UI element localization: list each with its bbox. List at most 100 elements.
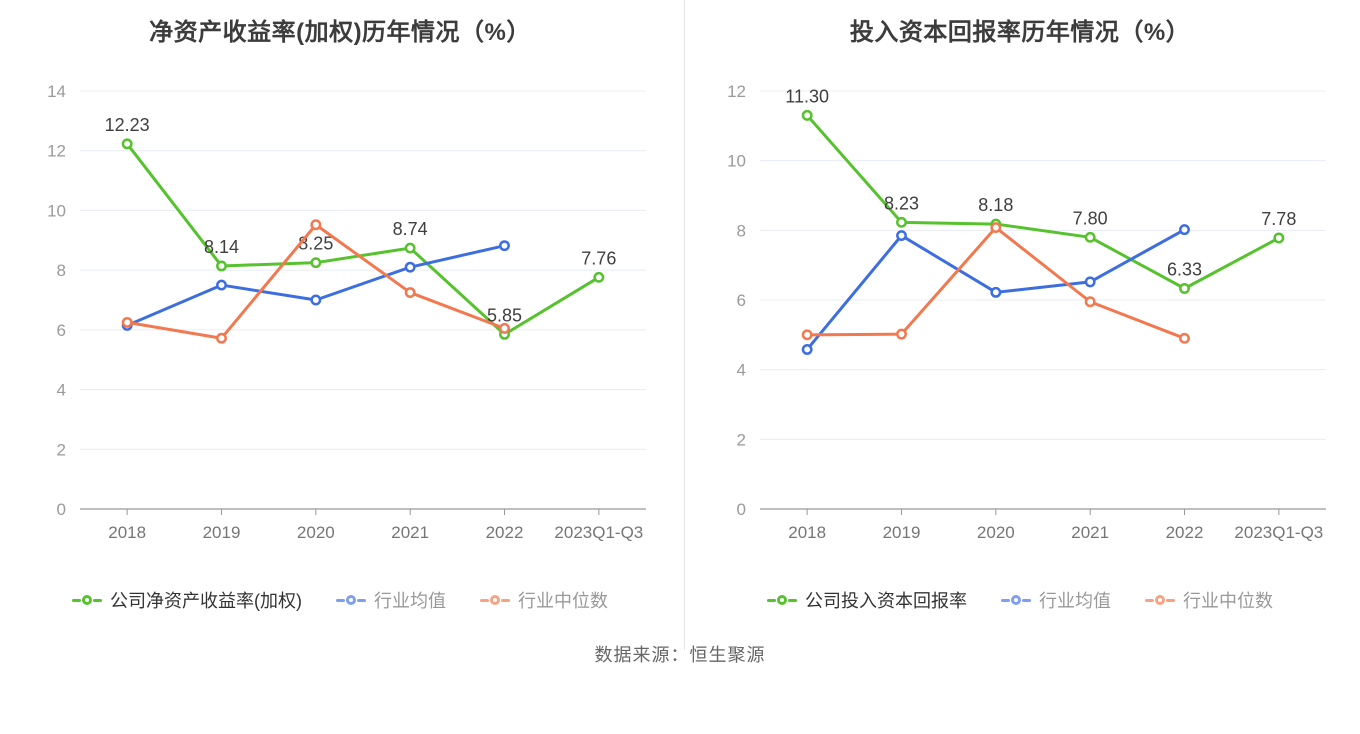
y-tick-label: 0	[57, 500, 66, 519]
x-tick-label: 2018	[788, 523, 826, 542]
legend-label: 行业均值	[374, 591, 446, 611]
roe-line-chart: 0 2 4 6 8 10 12 14 2018 2019 2020 2021 2022 2023Q1-Q3…	[47, 82, 646, 542]
legend-item-industry-median[interactable]: 行业中位数	[1145, 587, 1273, 613]
data-point	[404, 261, 416, 273]
data-point	[121, 138, 133, 150]
legend-label: 行业中位数	[518, 591, 608, 611]
roe-chart-panel: 净资产收益率(加权)历年情况（%） 0 2 4 6 8 10 12 14 2018 2019 202…	[0, 0, 680, 615]
panel-divider	[684, 0, 685, 650]
y-tick-label: 10	[727, 152, 746, 171]
x-tick-label: 2019	[883, 523, 921, 542]
series-line-0	[805, 113, 1281, 291]
legend-label: 公司净资产收益率(加权)	[110, 591, 302, 611]
x-tick-label: 2021	[1071, 523, 1109, 542]
data-point	[801, 329, 813, 341]
data-label: 8.25	[298, 234, 333, 254]
data-point	[1179, 224, 1190, 236]
line-marker-icon	[336, 595, 366, 605]
line-marker-icon	[1145, 595, 1175, 605]
x-tick-label: 2019	[203, 523, 241, 542]
line-marker-icon	[480, 595, 510, 605]
data-point	[216, 279, 227, 291]
data-label: 12.23	[105, 115, 150, 135]
y-tick-label: 6	[737, 291, 746, 310]
data-point	[896, 328, 907, 340]
x-tick-label: 2023Q1-Q3	[1234, 523, 1323, 542]
data-point	[896, 230, 907, 242]
data-point	[1084, 296, 1096, 308]
y-tick-label: 8	[737, 221, 746, 240]
data-label: 8.74	[393, 219, 428, 239]
legend-label: 行业均值	[1039, 591, 1111, 611]
data-point	[310, 294, 322, 306]
line-marker-icon	[1001, 595, 1031, 605]
data-point	[990, 222, 1002, 233]
data-point	[1084, 231, 1096, 243]
data-point	[801, 109, 813, 121]
data-point	[1179, 332, 1190, 344]
data-point	[310, 257, 322, 269]
legend-item-industry-median[interactable]: 行业中位数	[480, 587, 608, 613]
x-tick-label: 2023Q1-Q3	[554, 523, 643, 542]
x-tick-label: 2021	[391, 523, 429, 542]
data-point	[216, 260, 227, 272]
x-tick-label: 2020	[977, 523, 1015, 542]
line-marker-icon	[767, 595, 797, 605]
y-tick-label: 4	[57, 381, 66, 400]
y-tick-label: 14	[47, 82, 66, 101]
data-label: 8.14	[204, 237, 239, 257]
roic-chart-title: 投入资本回报率历年情况（%）	[849, 19, 1191, 46]
data-point	[1084, 276, 1096, 288]
data-point	[404, 242, 416, 254]
data-label: 5.85	[487, 305, 522, 325]
data-point	[310, 219, 322, 231]
data-label: 7.80	[1073, 208, 1108, 228]
data-point	[121, 316, 133, 328]
data-point	[1179, 283, 1190, 294]
roe-legend: 公司净资产收益率(加权) 行业均值 行业中位数	[0, 585, 680, 615]
legend-item-industry-mean[interactable]: 行业均值	[1001, 587, 1111, 613]
charts-row: 净资产收益率(加权)历年情况（%） 0 2 4 6 8 10 12 14 2018 2019 202…	[0, 0, 1360, 615]
legend-label: 行业中位数	[1183, 591, 1273, 611]
data-point	[801, 344, 813, 355]
y-tick-label: 10	[47, 201, 66, 220]
legend-label: 公司投入资本回报率	[805, 591, 967, 611]
x-tick-label: 2022	[486, 523, 524, 542]
legend-item-company-roe[interactable]: 公司净资产收益率(加权)	[72, 587, 302, 613]
x-tick-label: 2018	[108, 523, 146, 542]
y-tick-label: 4	[737, 361, 746, 380]
data-point	[593, 271, 605, 283]
line-marker-icon	[72, 595, 102, 605]
y-tick-label: 6	[57, 321, 66, 340]
data-point	[499, 322, 510, 334]
data-label: 7.78	[1261, 209, 1296, 229]
data-point	[896, 216, 907, 228]
data-point	[404, 287, 416, 298]
data-source-text: 数据来源：恒生聚源	[594, 645, 766, 665]
legend-item-industry-mean[interactable]: 行业均值	[336, 587, 446, 613]
y-tick-label: 8	[57, 261, 66, 280]
y-tick-label: 2	[737, 430, 746, 449]
roe-chart-title: 净资产收益率(加权)历年情况（%）	[149, 19, 531, 46]
y-tick-label: 12	[727, 82, 746, 101]
data-label: 8.23	[884, 193, 919, 213]
roic-line-chart: 0 2 4 6 8 10 12 2018 2019 2020 2021 2022 2023Q1-Q3 11…	[727, 82, 1326, 542]
data-label: 8.18	[978, 195, 1013, 215]
data-label: 6.33	[1167, 260, 1202, 280]
roic-legend: 公司投入资本回报率 行业均值 行业中位数	[680, 585, 1360, 615]
y-tick-label: 12	[47, 142, 66, 161]
data-point	[499, 240, 510, 252]
legend-item-company-roic[interactable]: 公司投入资本回报率	[767, 587, 967, 613]
data-label: 7.76	[581, 248, 616, 268]
roic-chart-panel: 投入资本回报率历年情况（%） 0 2 4 6 8 10 12 2018 2019 2020 2021…	[680, 0, 1360, 615]
data-point	[990, 286, 1002, 298]
y-tick-label: 2	[57, 440, 66, 459]
x-tick-label: 2022	[1166, 523, 1204, 542]
data-point	[1273, 232, 1285, 244]
series-line-0	[125, 142, 601, 336]
data-label: 11.30	[785, 86, 829, 106]
x-tick-label: 2020	[297, 523, 335, 542]
y-tick-label: 0	[737, 500, 746, 519]
data-point	[216, 332, 227, 344]
